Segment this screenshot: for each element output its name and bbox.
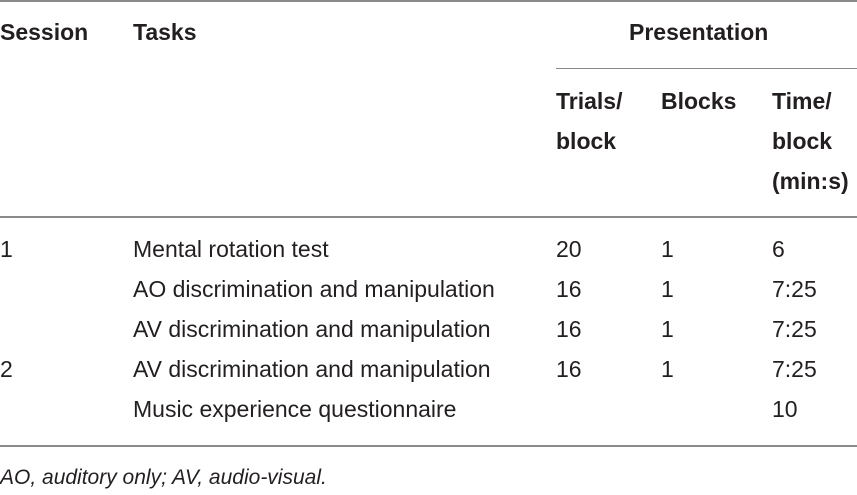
row3-blocks: 1 bbox=[661, 316, 674, 342]
row1-session: 1 bbox=[0, 236, 13, 262]
row4-time: 7:25 bbox=[772, 356, 817, 382]
bottom-rule bbox=[0, 445, 857, 447]
header-time-line1: Time/ bbox=[772, 88, 832, 114]
row3-time: 7:25 bbox=[772, 316, 817, 342]
header-session: Session bbox=[0, 19, 89, 45]
row3-task: AV discrimination and manipulation bbox=[133, 316, 491, 342]
row2-time: 7:25 bbox=[772, 276, 817, 302]
header-tasks: Tasks bbox=[133, 19, 197, 45]
row1-trials: 20 bbox=[556, 236, 582, 262]
row3-trials: 16 bbox=[556, 316, 582, 342]
row2-trials: 16 bbox=[556, 276, 582, 302]
row4-task: AV discrimination and manipulation bbox=[133, 356, 491, 382]
row2-blocks: 1 bbox=[661, 276, 674, 302]
header-time-line3: (min:s) bbox=[772, 168, 849, 194]
row1-task: Mental rotation test bbox=[133, 236, 329, 262]
row1-time: 6 bbox=[772, 236, 785, 262]
row4-blocks: 1 bbox=[661, 356, 674, 382]
row5-time: 10 bbox=[772, 396, 798, 422]
header-blocks: Blocks bbox=[661, 88, 737, 114]
header-time-line2: block bbox=[772, 128, 833, 154]
presentation-subrule bbox=[556, 68, 857, 69]
header-trials-line2: block bbox=[556, 128, 617, 154]
table-footnote: AO, auditory only; AV, audio-visual. bbox=[0, 466, 327, 489]
row5-task: Music experience questionnaire bbox=[133, 396, 457, 422]
header-trials-line1: Trials/ bbox=[556, 88, 623, 114]
row1-blocks: 1 bbox=[661, 236, 674, 262]
top-rule bbox=[0, 0, 857, 2]
row4-trials: 16 bbox=[556, 356, 582, 382]
header-presentation: Presentation bbox=[629, 19, 769, 45]
row2-task: AO discrimination and manipulation bbox=[133, 276, 495, 302]
header-rule bbox=[0, 216, 857, 218]
row4-session: 2 bbox=[0, 356, 13, 382]
